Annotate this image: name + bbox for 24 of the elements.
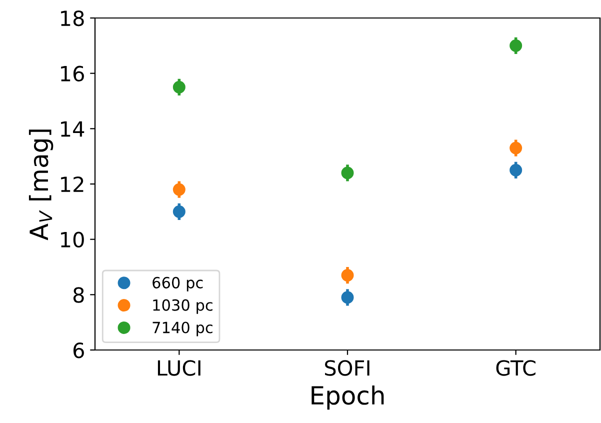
y-tick-label: 16 (61, 66, 84, 82)
point (172, 80, 186, 94)
legend-label: 7140 pc (152, 322, 212, 336)
point (341, 291, 354, 304)
y-tick-label: 12 (61, 176, 84, 192)
legend-label: 660 pc (152, 276, 203, 292)
x-tick-label: SOFI (324, 360, 370, 376)
y-tick-label: 18 (61, 10, 84, 26)
point (341, 166, 354, 180)
y-tick-label: 6 (73, 342, 84, 358)
y-tick-label: 8 (73, 287, 84, 303)
point (510, 142, 522, 154)
x-tick-label: LUCI (158, 360, 200, 376)
x-axis-title: Epoch (312, 385, 384, 410)
point (510, 39, 522, 52)
y-tick-label: 14 (61, 121, 84, 137)
y-axis-title: A$_{V}$ [mag] (28, 130, 54, 240)
point (172, 205, 186, 218)
point (341, 269, 354, 282)
point (172, 183, 186, 196)
point (510, 164, 522, 176)
legend-label: 1030 pc (153, 299, 212, 314)
x-tick-label: GTC (496, 360, 536, 376)
y-tick-label: 10 (61, 232, 84, 248)
